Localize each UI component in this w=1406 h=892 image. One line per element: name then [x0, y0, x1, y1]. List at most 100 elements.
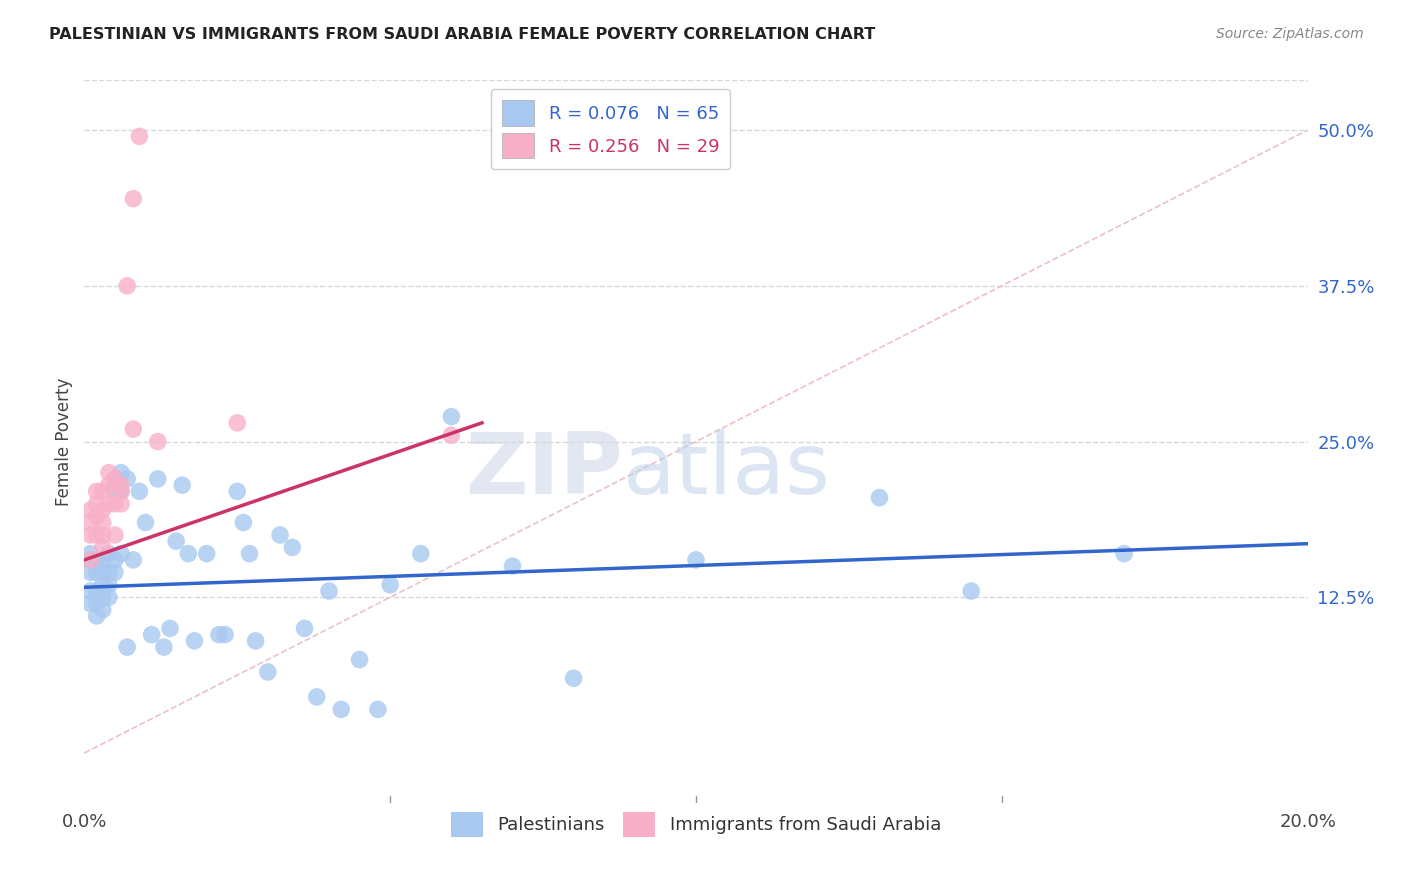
Point: [104, 528, 127, 542]
Point: [115, 278, 138, 293]
Point: [440, 428, 463, 442]
Point: [281, 541, 304, 555]
Point: [79, 584, 101, 599]
Point: [238, 547, 260, 561]
Point: [208, 627, 231, 641]
Point: [146, 472, 169, 486]
Text: ZIP: ZIP: [465, 429, 623, 512]
Point: [349, 652, 371, 666]
Point: [91, 578, 114, 592]
Point: [115, 472, 138, 486]
Point: [110, 466, 132, 480]
Point: [104, 472, 127, 486]
Point: [141, 627, 163, 641]
Point: [86, 484, 108, 499]
Point: [91, 591, 114, 605]
Point: [91, 503, 114, 517]
Point: [86, 609, 108, 624]
Text: Source: ZipAtlas.com: Source: ZipAtlas.com: [1216, 27, 1364, 41]
Point: [128, 129, 150, 144]
Point: [165, 534, 187, 549]
Point: [79, 597, 101, 611]
Point: [318, 584, 340, 599]
Point: [104, 553, 127, 567]
Point: [86, 566, 108, 580]
Point: [232, 516, 254, 530]
Point: [79, 503, 101, 517]
Point: [330, 702, 353, 716]
Point: [91, 603, 114, 617]
Point: [91, 541, 114, 555]
Point: [86, 528, 108, 542]
Point: [79, 566, 101, 580]
Point: [79, 528, 101, 542]
Point: [110, 484, 132, 499]
Point: [294, 621, 316, 635]
Point: [97, 578, 120, 592]
Point: [104, 566, 127, 580]
Point: [305, 690, 328, 704]
Point: [79, 516, 101, 530]
Point: [1114, 547, 1136, 561]
Point: [91, 484, 114, 499]
Point: [960, 584, 983, 599]
Point: [269, 528, 291, 542]
Point: [122, 553, 145, 567]
Point: [79, 547, 101, 561]
Point: [172, 478, 194, 492]
Point: [86, 597, 108, 611]
Point: [79, 553, 101, 567]
Point: [177, 547, 200, 561]
Point: [110, 478, 132, 492]
Point: [97, 466, 120, 480]
Y-axis label: Female Poverty: Female Poverty: [55, 377, 73, 506]
Point: [135, 516, 157, 530]
Point: [685, 553, 707, 567]
Point: [110, 497, 132, 511]
Point: [110, 547, 132, 561]
Point: [91, 566, 114, 580]
Point: [195, 547, 218, 561]
Point: [214, 627, 236, 641]
Point: [104, 472, 127, 486]
Text: PALESTINIAN VS IMMIGRANTS FROM SAUDI ARABIA FEMALE POVERTY CORRELATION CHART: PALESTINIAN VS IMMIGRANTS FROM SAUDI ARA…: [49, 27, 876, 42]
Point: [86, 509, 108, 524]
Point: [440, 409, 463, 424]
Point: [86, 559, 108, 574]
Point: [91, 528, 114, 542]
Point: [104, 497, 127, 511]
Point: [104, 484, 127, 499]
Point: [122, 192, 145, 206]
Point: [122, 422, 145, 436]
Point: [110, 484, 132, 499]
Point: [257, 665, 280, 679]
Point: [91, 553, 114, 567]
Point: [97, 547, 120, 561]
Point: [226, 416, 249, 430]
Legend: Palestinians, Immigrants from Saudi Arabia: Palestinians, Immigrants from Saudi Arab…: [443, 805, 949, 845]
Point: [562, 671, 585, 685]
Point: [226, 484, 249, 499]
Point: [97, 478, 120, 492]
Point: [159, 621, 181, 635]
Point: [409, 547, 432, 561]
Point: [97, 566, 120, 580]
Point: [97, 591, 120, 605]
Point: [153, 640, 176, 654]
Point: [115, 640, 138, 654]
Point: [869, 491, 891, 505]
Point: [245, 633, 267, 648]
Point: [183, 633, 205, 648]
Text: atlas: atlas: [623, 429, 831, 512]
Point: [86, 553, 108, 567]
Point: [91, 516, 114, 530]
Point: [86, 497, 108, 511]
Point: [97, 497, 120, 511]
Point: [146, 434, 169, 449]
Point: [380, 578, 402, 592]
Point: [502, 559, 524, 574]
Point: [79, 553, 101, 567]
Point: [86, 584, 108, 599]
Point: [128, 484, 150, 499]
Point: [367, 702, 389, 716]
